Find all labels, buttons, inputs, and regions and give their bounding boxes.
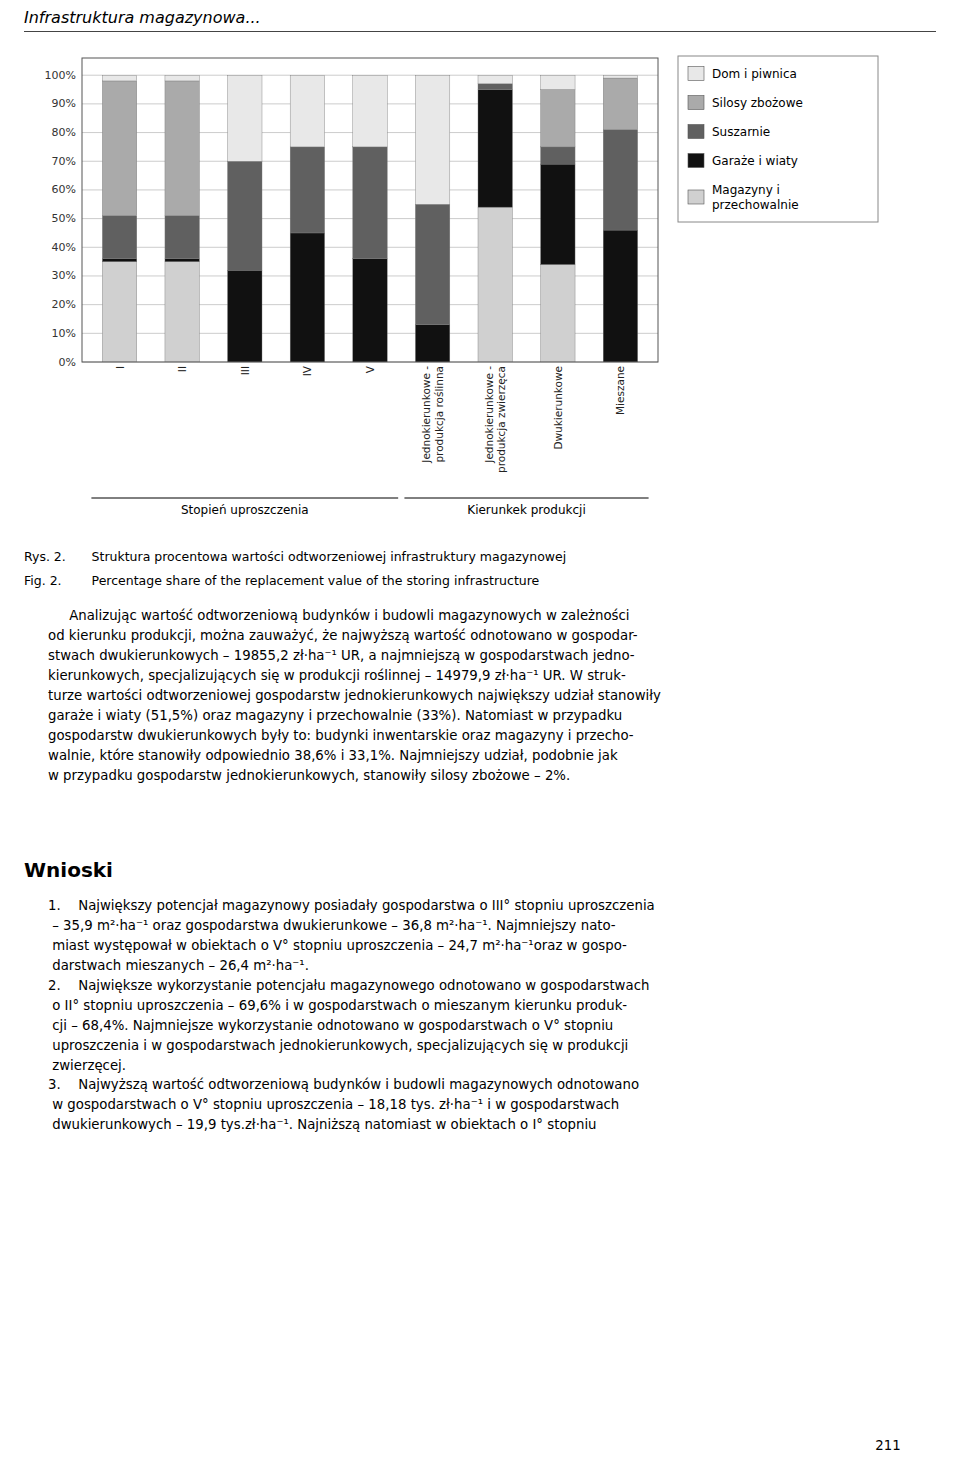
plot-frame xyxy=(82,58,658,362)
bar-segment xyxy=(415,325,449,362)
group-bracket xyxy=(404,498,648,499)
bar-segment xyxy=(478,75,512,84)
bar-segment xyxy=(603,130,637,230)
bar-segment xyxy=(102,262,136,362)
legend-swatch xyxy=(688,190,704,204)
x-tick-label: Jednokierunkowe -produkcja roślinna xyxy=(420,366,445,464)
group-label: Kierunkek produkcji xyxy=(467,503,585,517)
y-tick-label: 10% xyxy=(52,327,76,340)
x-tick-label: Dwukierunkowe xyxy=(552,366,564,450)
legend: Dom i piwnica Silosy zbożowe Suszarnie Gara… xyxy=(678,56,878,222)
bar-segment xyxy=(228,75,262,161)
legend-swatch xyxy=(688,96,704,110)
bar-segment xyxy=(290,233,324,362)
y-tick-label: 0% xyxy=(59,356,76,369)
bar-segment xyxy=(102,81,136,216)
legend-label: Suszarnie xyxy=(712,125,770,139)
body-text: Analizując wartość odtworzeniową budynkó… xyxy=(48,606,661,785)
legend-swatch xyxy=(688,67,704,81)
chart: 0%10%20%30%40%50%60%70%80%90%100%IIIIIII… xyxy=(0,0,960,530)
legend-label: Silosy zbożowe xyxy=(712,96,803,110)
caption: Fig. 2. Percentage share of the replacem… xyxy=(24,573,539,588)
x-tick-label: Jednokierunkowe -produkcja zwierzęca xyxy=(483,366,508,473)
y-tick-label: 100% xyxy=(45,69,76,82)
bar-segment xyxy=(541,90,575,147)
bar-segment xyxy=(165,216,199,259)
bar-segment xyxy=(165,75,199,81)
bar-segment xyxy=(541,164,575,264)
legend-label: Garaże i wiaty xyxy=(712,154,798,168)
section-text: 1. Największy potencjał magazynowy posia… xyxy=(48,896,655,1135)
bar-segment xyxy=(541,264,575,362)
bar-segment xyxy=(603,78,637,130)
x-tick-label: IV xyxy=(301,365,313,376)
x-tick-label: Mieszane xyxy=(614,366,626,415)
x-tick-label: I xyxy=(114,366,126,369)
group-label: Stopień uproszczenia xyxy=(181,503,309,517)
bar-segment xyxy=(102,216,136,259)
bar-segment xyxy=(290,147,324,233)
bar-segment xyxy=(102,259,136,262)
bar-segment xyxy=(603,75,637,78)
legend-label: Magazyny iprzechowalnie xyxy=(712,183,799,212)
bars xyxy=(102,75,637,362)
page-number: 211 xyxy=(858,1438,918,1453)
legend-frame xyxy=(678,56,878,222)
bar-segment xyxy=(228,161,262,270)
bar-segment xyxy=(603,230,637,362)
y-tick-label: 80% xyxy=(52,126,76,139)
bar-segment xyxy=(478,90,512,208)
y-tick-label: 50% xyxy=(52,212,76,225)
bar-segment xyxy=(165,259,199,262)
x-tick-label: III xyxy=(239,366,251,375)
x-tick-label: II xyxy=(176,366,188,372)
legend-swatch xyxy=(688,154,704,168)
bar-segment xyxy=(353,147,387,259)
bar-segment xyxy=(353,259,387,362)
x-tick-label: V xyxy=(364,365,376,373)
y-tick-label: 30% xyxy=(52,269,76,282)
section-title: Wnioski xyxy=(24,858,113,882)
y-tick-label: 40% xyxy=(52,241,76,254)
bar-segment xyxy=(290,75,324,147)
y-tick-label: 90% xyxy=(52,97,76,110)
bar-segment xyxy=(165,262,199,362)
group-bracket xyxy=(91,498,398,499)
header-rule xyxy=(24,31,936,32)
bar-segment xyxy=(353,75,387,147)
bar-segment xyxy=(541,147,575,164)
bar-segment xyxy=(478,84,512,90)
legend-label: Dom i piwnica xyxy=(712,67,797,81)
caption: Rys. 2. Struktura procentowa wartości od… xyxy=(24,549,566,564)
bar-segment xyxy=(102,75,136,81)
bar-segment xyxy=(165,81,199,216)
bar-segment xyxy=(541,75,575,89)
header: Infrastruktura magazynowa... xyxy=(24,8,261,27)
y-tick-label: 70% xyxy=(52,155,76,168)
bar-segment xyxy=(478,207,512,362)
y-tick-label: 60% xyxy=(52,183,76,196)
y-tick-label: 20% xyxy=(52,298,76,311)
bar-segment xyxy=(415,75,449,204)
legend-swatch xyxy=(688,125,704,139)
bar-segment xyxy=(415,204,449,324)
bar-segment xyxy=(228,270,262,362)
